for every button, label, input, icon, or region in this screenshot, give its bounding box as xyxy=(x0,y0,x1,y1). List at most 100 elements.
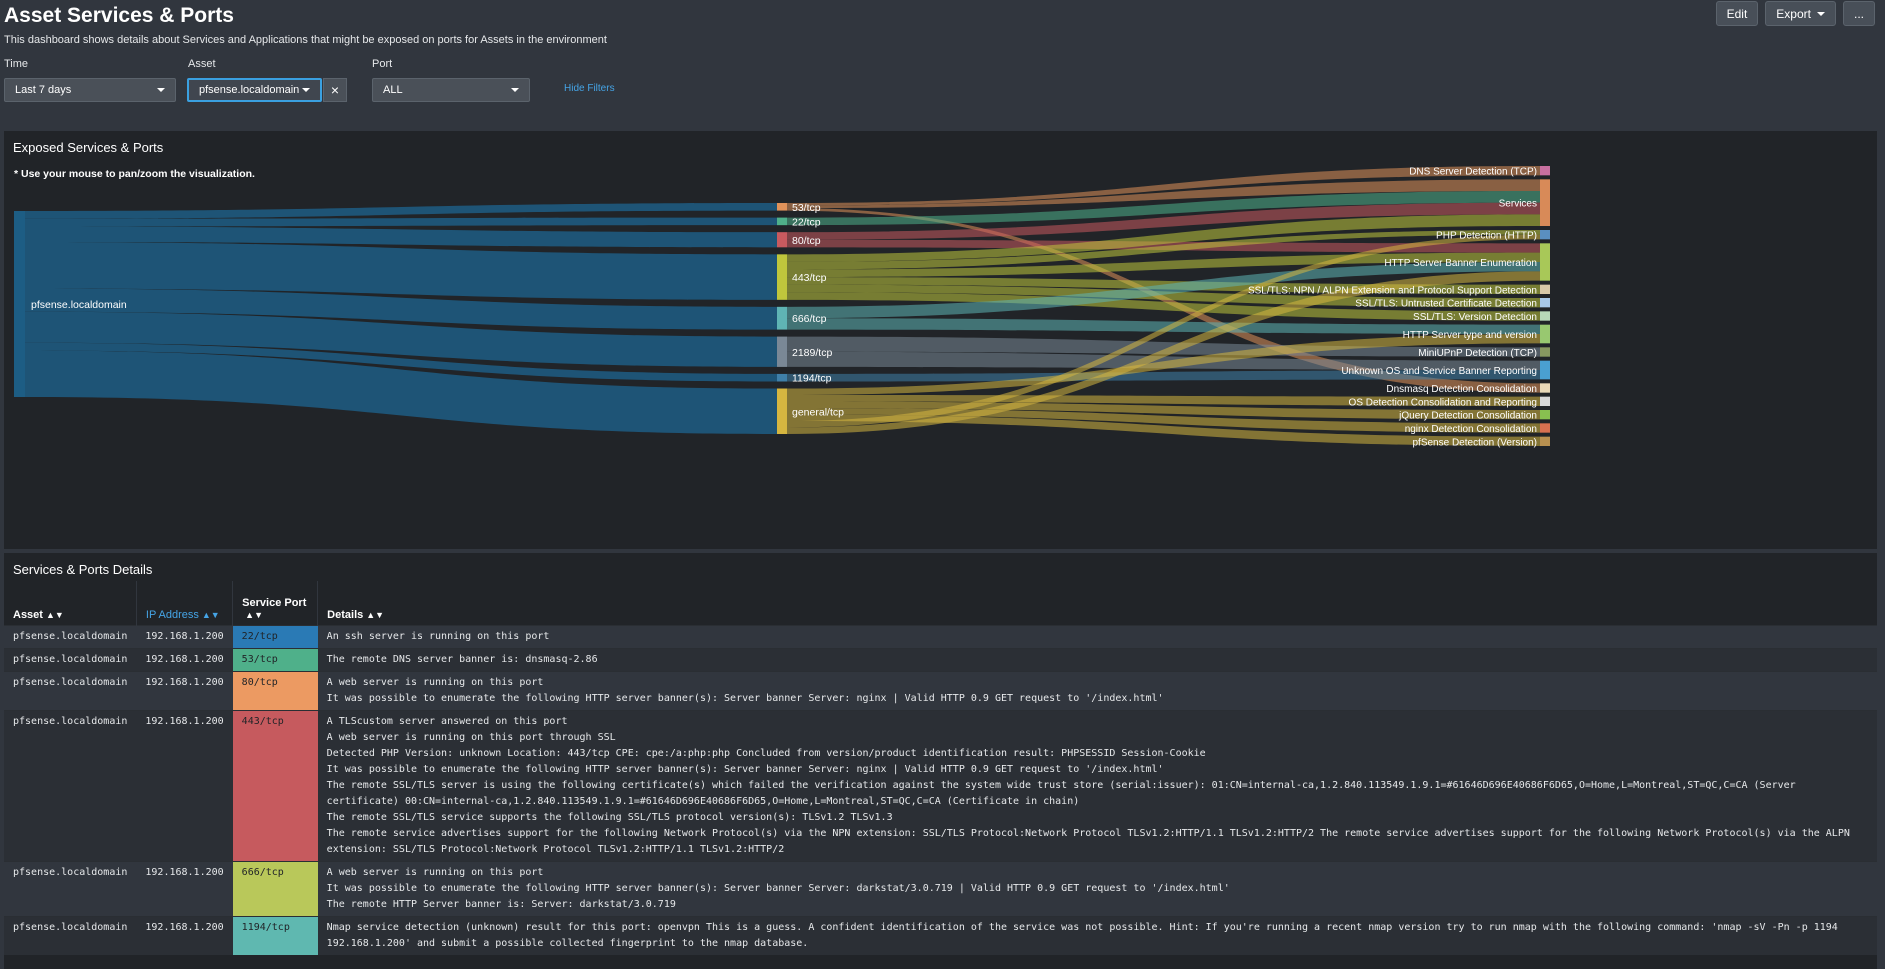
column-header-details[interactable]: Details ▲▼ xyxy=(317,581,1877,625)
cell-ip: 192.168.1.200 xyxy=(136,860,233,916)
export-button[interactable]: Export xyxy=(1765,1,1836,26)
table-row[interactable]: pfsense.localdomain 192.168.1.200 22/tcp An… xyxy=(4,624,1877,648)
sankey-node-service[interactable] xyxy=(1540,166,1550,176)
sankey-link-service[interactable] xyxy=(787,395,1540,406)
sankey-link-service[interactable] xyxy=(787,179,1540,209)
edit-button[interactable]: Edit xyxy=(1715,1,1759,26)
sankey-link-service[interactable] xyxy=(787,202,1540,240)
time-filter-value: Last 7 days xyxy=(15,84,72,96)
sankey-node-service[interactable] xyxy=(1540,243,1550,281)
sankey-node-service[interactable] xyxy=(1540,383,1550,393)
sankey-node-port[interactable] xyxy=(777,373,787,382)
table-row[interactable]: pfsense.localdomain 192.168.1.200 666/tcp A… xyxy=(4,860,1877,916)
time-filter-dropdown[interactable]: Last 7 days xyxy=(4,78,176,102)
sort-icon: ▲▼ xyxy=(366,609,385,620)
sankey-node-service-label: SSL/TLS: Untrusted Certificate Detection xyxy=(1355,299,1537,310)
asset-filter-dropdown[interactable]: pfsense.localdomain xyxy=(187,78,322,102)
sankey-link-service[interactable] xyxy=(787,262,1540,319)
sankey-node-service[interactable] xyxy=(1540,347,1550,357)
sankey-node-service-label: PHP Detection (HTTP) xyxy=(1436,231,1537,242)
sankey-node-port[interactable] xyxy=(777,203,787,211)
details-panel: Services & Ports Details Asset ▲▼ IP Addr… xyxy=(4,553,1877,969)
sankey-link-service[interactable] xyxy=(787,230,1540,270)
cell-ip: 192.168.1.200 xyxy=(136,624,233,648)
detail-line: The remote DNS server banner is: dnsmasq… xyxy=(326,653,598,665)
sankey-link-service[interactable] xyxy=(787,334,1540,395)
sankey-link-service[interactable] xyxy=(787,284,1540,308)
cell-asset: pfsense.localdomain xyxy=(4,860,137,916)
column-header-port[interactable]: Service Port ▲▼ xyxy=(232,581,318,625)
clear-asset-button[interactable]: × xyxy=(323,78,347,102)
sankey-node-port[interactable] xyxy=(777,232,787,248)
sankey-node-service[interactable] xyxy=(1540,311,1550,321)
sankey-link-source[interactable] xyxy=(25,242,777,300)
asset-filter-label: Asset xyxy=(188,58,216,70)
sankey-node-service-label: HTTP Server type and version xyxy=(1403,330,1537,341)
sankey-link-service[interactable] xyxy=(787,271,1540,434)
sankey-node-port[interactable] xyxy=(777,306,787,330)
sankey-link-source[interactable] xyxy=(25,226,777,248)
column-header-ip[interactable]: IP Address ▲▼ xyxy=(135,581,233,625)
sankey-link-service[interactable] xyxy=(787,370,1540,382)
sankey-node-service[interactable] xyxy=(1540,410,1550,420)
cell-port: 1194/tcp xyxy=(232,915,318,955)
table-row[interactable]: pfsense.localdomain 192.168.1.200 53/tcp Th… xyxy=(4,647,1877,671)
cell-port: 22/tcp xyxy=(232,624,318,648)
sankey-node-port[interactable] xyxy=(777,217,787,226)
sankey-node-service[interactable] xyxy=(1540,423,1550,433)
detail-line: The remote service advertises support fo… xyxy=(326,827,1850,855)
cell-port: 443/tcp xyxy=(232,709,318,861)
hide-filters-link[interactable]: Hide Filters xyxy=(564,83,615,94)
sankey-link-source[interactable] xyxy=(25,288,777,330)
sankey-node-source[interactable] xyxy=(14,211,25,397)
cell-port: 666/tcp xyxy=(232,860,318,916)
sankey-node-port[interactable] xyxy=(777,254,787,300)
sankey-link-service[interactable] xyxy=(787,336,1540,357)
sankey-link-service[interactable] xyxy=(787,414,1540,447)
sankey-link-service[interactable] xyxy=(787,351,1540,370)
table-row[interactable]: pfsense.localdomain 192.168.1.200 1194/tcp… xyxy=(4,915,1877,955)
sankey-link-source[interactable] xyxy=(25,203,777,219)
port-filter-dropdown[interactable]: ALL xyxy=(372,78,530,102)
sankey-link-source[interactable] xyxy=(25,350,777,435)
cell-asset: pfsense.localdomain xyxy=(4,670,137,710)
sankey-node-service-label: jQuery Detection Consolidation xyxy=(1398,411,1537,422)
sankey-link-service[interactable] xyxy=(787,166,1540,206)
detail-line: Detected PHP Version: unknown Location: … xyxy=(326,747,1206,759)
column-header-asset-label: Asset xyxy=(13,608,43,621)
sankey-link-service[interactable] xyxy=(787,234,1540,428)
sankey-link-service[interactable] xyxy=(787,214,1540,262)
sankey-link-source[interactable] xyxy=(25,342,777,382)
column-header-asset[interactable]: Asset ▲▼ xyxy=(4,581,137,625)
sankey-link-service[interactable] xyxy=(787,208,1540,393)
cell-asset: pfsense.localdomain xyxy=(4,915,137,955)
sankey-node-service[interactable] xyxy=(1540,396,1550,406)
sankey-panel: pfsense.localdomain 53/tcp 22/tcp 80/tcp 443… xyxy=(4,131,1877,549)
detail-line: A TLScustom server answered on this port xyxy=(326,715,568,727)
export-button-label: Export xyxy=(1776,6,1811,21)
more-button[interactable]: ... xyxy=(1842,1,1875,26)
sankey-node-service[interactable] xyxy=(1540,436,1550,446)
more-button-label: ... xyxy=(1853,6,1864,21)
sankey-node-service[interactable] xyxy=(1540,360,1550,380)
sankey-node-port[interactable] xyxy=(777,388,787,435)
sankey-chart[interactable]: pfsense.localdomain 53/tcp 22/tcp 80/tcp 443… xyxy=(4,131,1877,549)
port-filter-label: Port xyxy=(372,58,393,70)
sankey-node-service[interactable] xyxy=(1540,324,1550,344)
sankey-link-source[interactable] xyxy=(25,311,777,367)
sankey-node-source-label: pfsense.localdomain xyxy=(31,299,127,311)
sankey-node-service[interactable] xyxy=(1540,230,1550,240)
sankey-node-service-label: SSL/TLS: Version Detection xyxy=(1413,312,1537,323)
sankey-link-source[interactable] xyxy=(25,217,777,227)
cell-details: A web server is running on this port It w… xyxy=(317,670,1877,710)
sankey-node-service[interactable] xyxy=(1540,298,1550,308)
table-row[interactable]: pfsense.localdomain 192.168.1.200 80/tcp A … xyxy=(4,670,1877,710)
sankey-link-service[interactable] xyxy=(787,318,1540,334)
sankey-node-service[interactable] xyxy=(1540,179,1550,226)
sankey-link-service[interactable] xyxy=(787,292,1540,321)
detail-line: It was possible to enumerate the followi… xyxy=(326,763,1164,775)
sankey-node-service[interactable] xyxy=(1540,284,1550,294)
sankey-link-service[interactable] xyxy=(787,191,1540,226)
sankey-node-port[interactable] xyxy=(777,336,787,367)
table-row[interactable]: pfsense.localdomain 192.168.1.200 443/tcp A… xyxy=(4,709,1877,861)
